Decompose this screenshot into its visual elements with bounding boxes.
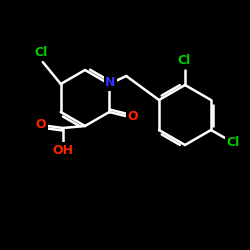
Text: N: N xyxy=(105,76,116,90)
Text: Cl: Cl xyxy=(178,54,191,68)
Text: OH: OH xyxy=(52,144,74,156)
Text: Cl: Cl xyxy=(34,46,48,60)
Text: O: O xyxy=(36,118,46,132)
Text: Cl: Cl xyxy=(226,136,239,149)
Text: O: O xyxy=(127,110,138,122)
